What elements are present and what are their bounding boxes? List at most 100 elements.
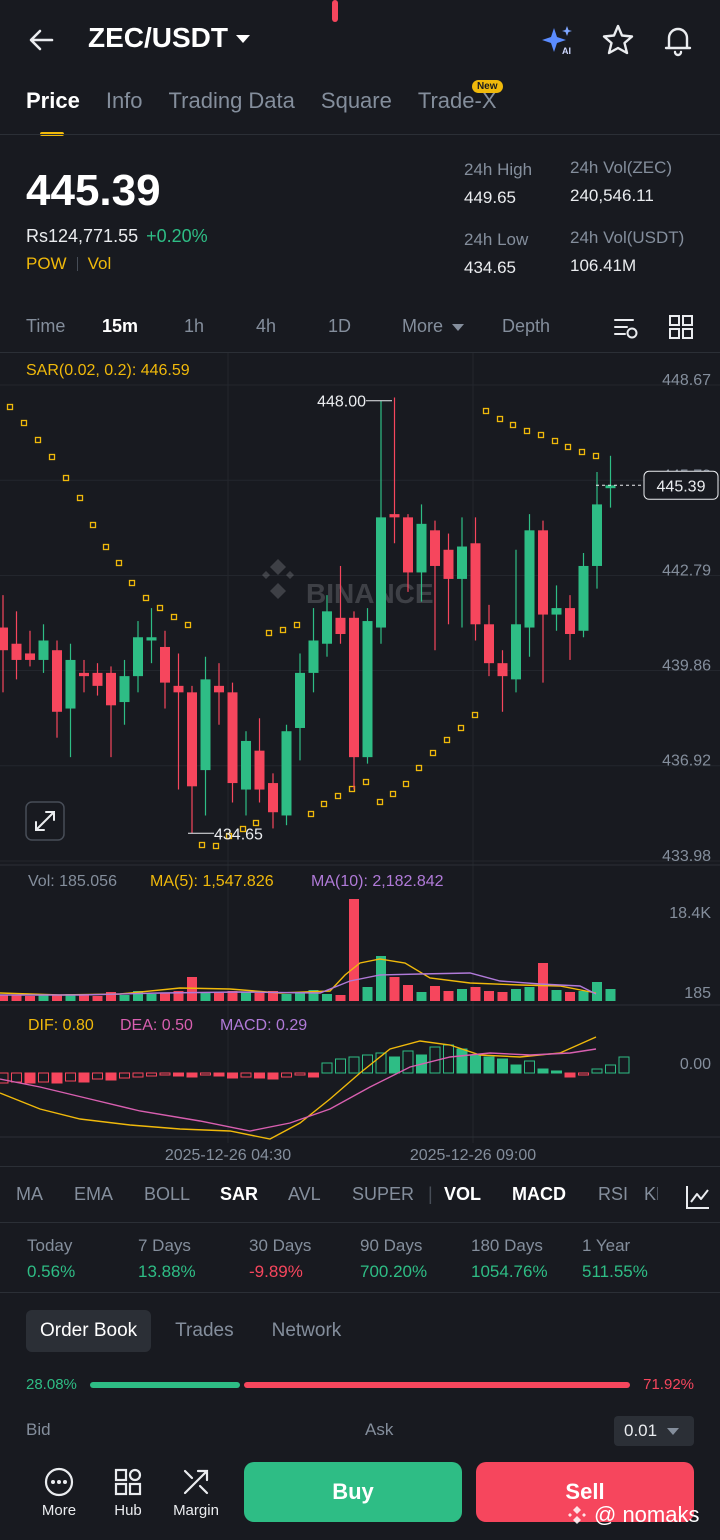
sar-dot — [239, 825, 247, 833]
interval-more[interactable]: More — [402, 316, 502, 337]
tab-price[interactable]: Price — [26, 88, 80, 136]
ind-sar[interactable]: SAR — [220, 1184, 259, 1204]
tag-pow[interactable]: POW — [26, 254, 67, 273]
ask-label: Ask — [365, 1420, 394, 1439]
ind-vol[interactable]: VOL — [444, 1184, 482, 1204]
sar-dot — [279, 626, 287, 634]
bottom-action-bar: More Hub Margin Buy Sell @ nomaks — [0, 1446, 720, 1540]
price-marks: 448.00 434.65 445.39 — [188, 394, 719, 843]
star-icon[interactable] — [600, 22, 636, 58]
sar-dot — [115, 559, 123, 567]
expand-chart-icon[interactable] — [25, 801, 65, 841]
ind-ema[interactable]: EMA — [74, 1184, 114, 1204]
ind-ma[interactable]: MA — [16, 1184, 43, 1204]
sar-dot — [307, 810, 315, 818]
interval-bar: Time 15m 1h 4h 1D More Depth — [26, 316, 612, 337]
candle-body — [470, 543, 481, 625]
bell-icon[interactable] — [660, 22, 696, 58]
back-arrow-icon[interactable] — [24, 22, 60, 58]
perf-label: 90 Days — [360, 1236, 423, 1255]
macd-bar — [524, 1060, 535, 1074]
last-price: 445.39 — [26, 166, 161, 215]
candle-body — [295, 672, 305, 728]
vol-y-bottom: 185 — [684, 985, 711, 1002]
hub-button[interactable]: Hub — [93, 1466, 163, 1519]
macd-bar — [551, 1070, 562, 1074]
tab-trades[interactable]: Trades — [175, 1320, 234, 1341]
tab-network[interactable]: Network — [271, 1320, 342, 1341]
sar-dot — [471, 711, 479, 719]
high-mark-label: 448.00 — [317, 394, 366, 411]
tab-trading-data[interactable]: Trading Data — [168, 88, 295, 113]
candle-body — [322, 611, 332, 644]
vol-y-top: 18.4K — [669, 905, 711, 922]
grid-layout-icon[interactable] — [668, 314, 694, 345]
volume-bar — [457, 989, 467, 1001]
interval-4h[interactable]: 4h — [256, 316, 277, 336]
sell-button[interactable]: Sell — [476, 1462, 694, 1522]
ind-macd[interactable]: MACD — [512, 1184, 566, 1204]
precision-select[interactable]: 0.01 — [614, 1416, 694, 1446]
buy-button[interactable]: Buy — [244, 1462, 462, 1522]
volume-bar — [65, 994, 76, 1001]
tab-trade-x[interactable]: Trade-X New — [418, 80, 503, 126]
x-label-2: 2025-12-26 09:00 — [410, 1147, 536, 1164]
y-axis-label: 433.98 — [662, 848, 711, 865]
volume-bar — [470, 987, 481, 1001]
candlestick-chart[interactable]: SAR(0.02, 0.2): 446.59 448.67445.73442.7… — [0, 353, 720, 1165]
x-label-1: 2025-12-26 04:30 — [165, 1147, 291, 1164]
tab-info[interactable]: Info — [105, 88, 143, 113]
current-price-box — [643, 470, 719, 500]
candle-body — [106, 672, 116, 706]
interval-15m[interactable]: 15m — [102, 316, 139, 336]
ai-sparkle-icon[interactable]: AI — [540, 22, 576, 58]
ind-kdj[interactable]: KDJ — [644, 1184, 658, 1204]
more-button[interactable]: More — [24, 1466, 94, 1519]
macd-dif: DIF: 0.80 — [28, 1017, 94, 1034]
volume-bar — [106, 992, 116, 1001]
macd-bar — [470, 1054, 481, 1074]
sar-dot — [523, 427, 531, 435]
price-change: +0.20% — [146, 226, 208, 246]
candle-body — [484, 624, 494, 664]
volume-bars — [0, 899, 616, 1001]
ind-super[interactable]: SUPER — [352, 1184, 415, 1204]
interval-1h[interactable]: 1h — [184, 316, 205, 336]
ind-rsi[interactable]: RSI — [598, 1184, 629, 1204]
interval-time[interactable]: Time — [26, 316, 66, 336]
chart-settings-icon[interactable] — [612, 314, 640, 347]
high-value: 449.65 — [464, 188, 516, 207]
ind-boll[interactable]: BOLL — [144, 1184, 191, 1204]
new-badge: New — [471, 80, 503, 93]
candle-body — [335, 617, 346, 635]
margin-button[interactable]: Margin — [161, 1466, 231, 1519]
depth-tab[interactable]: Depth — [502, 316, 551, 336]
candle-body — [443, 549, 454, 579]
tab-square[interactable]: Square — [320, 88, 392, 113]
candle-body — [52, 650, 62, 712]
watermark-handle: @ nomaks — [594, 1502, 700, 1527]
ind-avl[interactable]: AVL — [288, 1184, 321, 1204]
macd-bar — [78, 1072, 90, 1083]
candle-body — [281, 731, 292, 816]
macd-bar — [227, 1072, 238, 1079]
volume-bar — [497, 992, 508, 1001]
candle-body — [200, 679, 211, 771]
tag-vol[interactable]: Vol — [87, 254, 112, 273]
dif-line — [0, 1036, 597, 1140]
volume-bar — [281, 994, 292, 1001]
volume-bar — [227, 991, 238, 1001]
tab-order-book[interactable]: Order Book — [26, 1310, 152, 1352]
sar-dot — [482, 407, 490, 415]
volume-bar — [308, 990, 319, 1001]
interval-1d[interactable]: 1D — [328, 316, 352, 336]
perf-label: Today — [27, 1236, 73, 1255]
pair-selector[interactable]: ZEC/USDT — [88, 22, 250, 54]
perf-90d: 90 Days 700.20% — [360, 1236, 427, 1282]
dea-line — [0, 1048, 597, 1132]
macd-bar — [267, 1072, 279, 1080]
sar-dot — [156, 604, 164, 612]
perf-value: 511.55% — [582, 1262, 648, 1281]
indicator-settings-icon[interactable] — [682, 1181, 718, 1213]
divider — [0, 1166, 720, 1167]
